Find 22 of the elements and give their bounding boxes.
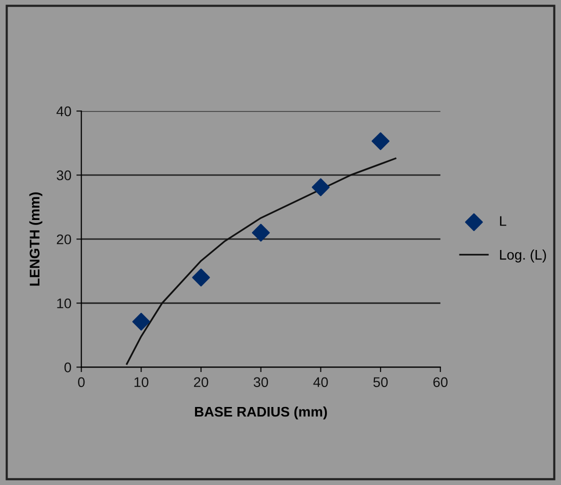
x-tick-label: 0 [78,377,85,388]
y-tick-label: 20 [56,234,72,244]
y-tick-label: 10 [57,298,72,308]
x-tick-label: 50 [373,377,388,388]
y-tick-label: 30 [56,170,72,180]
point [372,132,390,150]
y-axis-title: LENGTH (mm) [29,192,42,286]
legend-label: L [500,216,506,226]
legend-label: Log. (L) [500,250,546,262]
y-tick-label: 0 [64,362,72,372]
x-axis-title: BASE RADIUS (mm) [195,406,327,420]
point [312,178,330,196]
line-series [126,158,396,365]
point [132,312,150,331]
point [252,224,270,242]
x-tick-label: 40 [313,377,328,388]
x-tick-label: 10 [134,377,148,388]
x-tick-label: 60 [433,377,448,388]
y-tick-label: 40 [56,106,72,116]
x-tick-label: 20 [194,377,208,388]
point [192,268,210,286]
x-tick-label: 30 [254,377,268,388]
